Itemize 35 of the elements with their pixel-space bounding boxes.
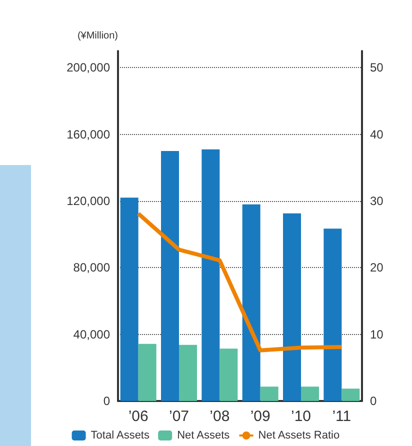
line-series	[136, 212, 344, 352]
y2-tick-label: 30	[370, 194, 384, 208]
legend-label: Net Assets Ratio	[258, 430, 340, 442]
bar	[283, 213, 301, 401]
x-tick-label: ’11	[332, 408, 352, 425]
bar	[342, 388, 360, 401]
y-axis-title: (¥Million)	[77, 30, 118, 42]
y2-tick-label: 0	[370, 394, 377, 408]
y-tick-label: 40,000	[73, 327, 110, 342]
y-tick-label: 80,000	[73, 260, 110, 275]
x-tick-label: ’10	[290, 408, 312, 425]
bar	[301, 386, 319, 401]
bar	[161, 151, 179, 401]
x-tick-label: ’09	[250, 408, 270, 425]
y-tick-label: 0	[103, 394, 110, 408]
bar	[260, 386, 278, 401]
y2-tick-label: 40	[370, 127, 384, 142]
bar	[120, 198, 138, 401]
bar	[179, 344, 197, 401]
x-tick-label: ’07	[168, 408, 190, 425]
x-tick-label: ’08	[210, 408, 230, 425]
bar	[324, 228, 342, 401]
bar	[138, 344, 156, 401]
bar	[202, 149, 220, 401]
x-tick-label: ’06	[128, 408, 148, 425]
y2-tick-label: 50	[370, 60, 384, 75]
y2-tick-label: 10	[370, 327, 384, 342]
y2-tick-label: 20	[370, 260, 384, 275]
bar	[242, 204, 260, 401]
legend-label: Total Assets	[90, 430, 150, 442]
y-tick-label: 200,000	[66, 60, 110, 75]
y-tick-label: 160,000	[66, 127, 110, 142]
y-tick-label: 120,000	[66, 194, 110, 208]
bar	[220, 348, 238, 401]
legend-label: Net Assets	[177, 430, 230, 442]
